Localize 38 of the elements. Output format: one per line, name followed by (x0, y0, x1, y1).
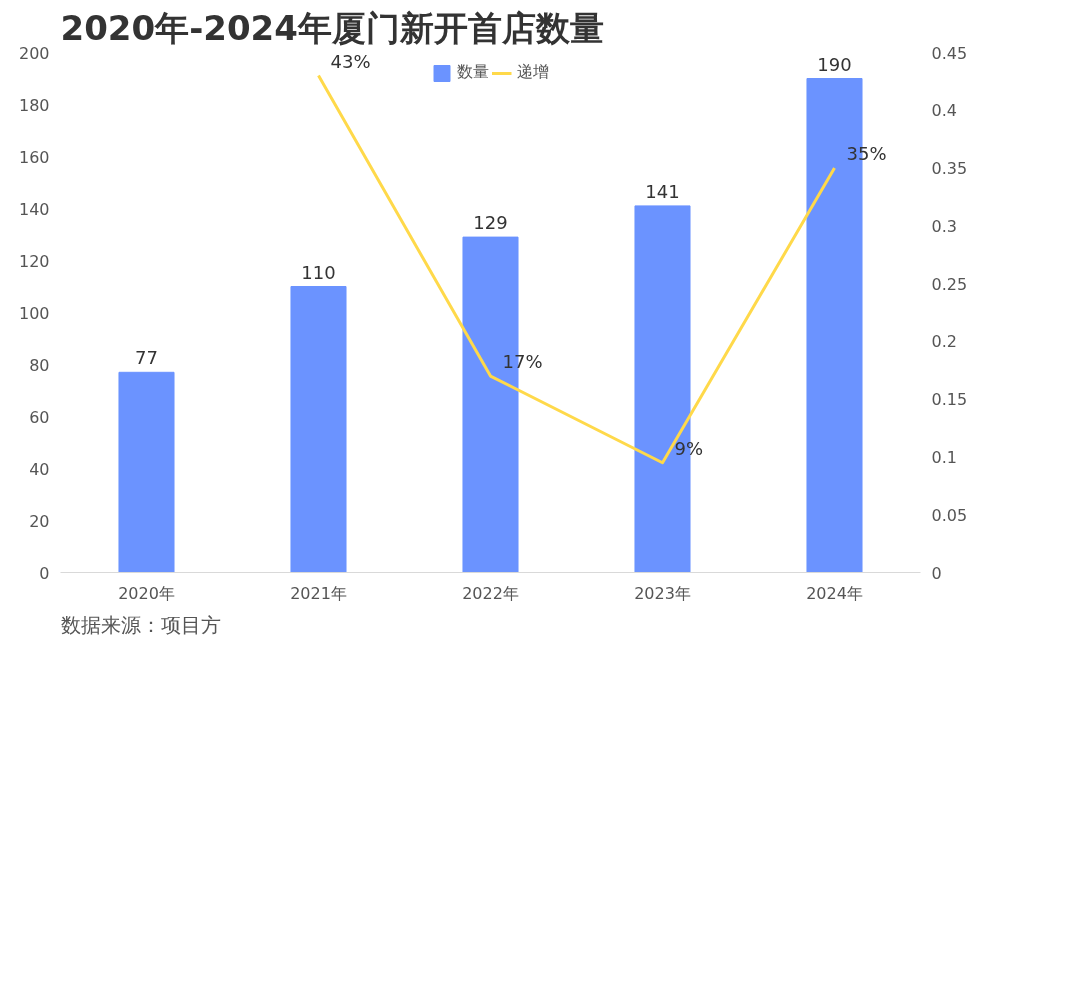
y2-tick-label: 0.25 (931, 274, 968, 294)
y-tick-label: 100 (18, 303, 50, 323)
data-label: 190 (817, 53, 852, 75)
source-note: 数据来源：项目方 (60, 612, 221, 637)
y-tick-label: 0 (39, 563, 50, 583)
y-tick-label: 60 (29, 407, 50, 427)
y-tick-label: 120 (18, 251, 50, 271)
x-tick-label: 2023年 (634, 583, 691, 603)
y-tick-label: 200 (18, 43, 50, 63)
bar (118, 371, 175, 573)
data-label: 43% (330, 50, 371, 72)
data-label: 129 (473, 212, 508, 234)
y-tick-label: 40 (29, 459, 50, 479)
y2-tick-label: 0.2 (931, 332, 957, 352)
y-tick-label: 140 (18, 199, 50, 219)
data-label: 77 (135, 347, 158, 369)
y2-tick-label: 0.4 (931, 101, 957, 121)
legend-label: 递增 (516, 62, 549, 83)
y2-tick-label: 0.15 (931, 390, 968, 410)
y-tick-label: 160 (18, 147, 50, 167)
y-tick-label: 180 (18, 95, 50, 115)
y-tick-label: 80 (29, 355, 50, 375)
x-tick-label: 2024年 (806, 583, 863, 603)
y2-tick-label: 0.35 (931, 159, 968, 179)
y2-tick-label: 0 (931, 563, 942, 583)
y2-tick-label: 0.45 (931, 43, 968, 63)
x-tick-label: 2022年 (462, 583, 519, 603)
chart-title: 2020年-2024年厦门新开首店数量 (60, 7, 604, 48)
y2-tick-label: 0.1 (931, 447, 957, 467)
bar (290, 286, 347, 573)
data-label: 141 (645, 180, 680, 202)
y-tick-label: 20 (29, 511, 50, 531)
y2-tick-label: 0.3 (931, 216, 957, 236)
y2-tick-label: 0.05 (931, 505, 968, 525)
x-tick-label: 2020年 (118, 583, 175, 603)
x-tick-label: 2021年 (290, 583, 347, 603)
data-label: 110 (301, 261, 336, 283)
legend-label: 数量 (456, 62, 489, 83)
